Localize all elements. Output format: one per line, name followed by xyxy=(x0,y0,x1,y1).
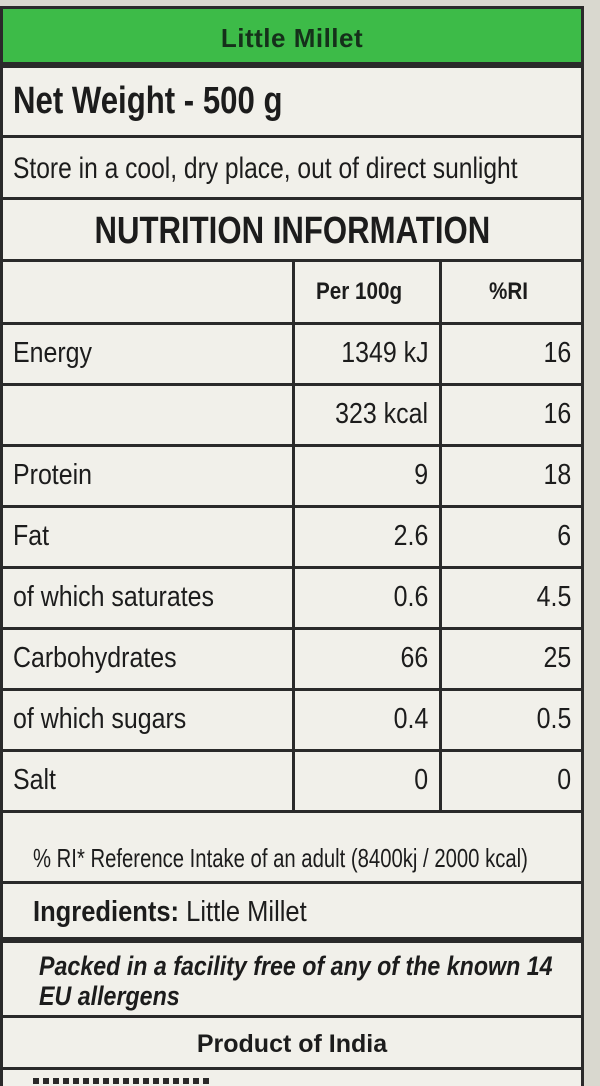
nutrition-table: Per 100g %RI Energy 1349 kJ 16 323 kcal … xyxy=(3,262,581,813)
nutrient-name: of which saturates xyxy=(3,567,295,630)
per-100g-value: 323 kcal xyxy=(293,384,442,447)
header-ri: %RI xyxy=(440,262,581,325)
allergen-note: Packed in a facility free of any of the … xyxy=(39,951,553,1011)
cut-off-text-strip xyxy=(33,1078,213,1084)
ri-value: 0.5 xyxy=(440,689,581,752)
storage-instructions: Store in a cool, dry place, out of direc… xyxy=(13,152,518,185)
table-row: of which saturates 0.6 4.5 xyxy=(3,567,581,630)
nutrient-name: Fat xyxy=(3,506,295,569)
nutrition-heading-row: NUTRITION INFORMATION xyxy=(3,200,581,262)
allergen-row: Packed in a facility free of any of the … xyxy=(3,940,581,1018)
ingredients-label: Ingredients: xyxy=(33,896,180,928)
table-row: Carbohydrates 66 25 xyxy=(3,628,581,691)
table-header-row: Per 100g %RI xyxy=(3,262,581,325)
reference-intake-footnote-row: % RI* Reference Intake of an adult (8400… xyxy=(3,831,581,884)
ri-value: 16 xyxy=(440,323,581,386)
ri-value: 0 xyxy=(440,750,581,813)
header-nutrient xyxy=(3,262,295,325)
nutrient-name: Carbohydrates xyxy=(3,628,295,691)
table-row: of which sugars 0.4 0.5 xyxy=(3,689,581,752)
header-per-100g: Per 100g xyxy=(293,262,442,325)
per-100g-value: 2.6 xyxy=(293,506,442,569)
per-100g-value: 0.6 xyxy=(293,567,442,630)
nutrient-name: of which sugars xyxy=(3,689,295,752)
storage-row: Store in a cool, dry place, out of direc… xyxy=(3,138,581,200)
ri-value: 18 xyxy=(440,445,581,508)
ri-value: 25 xyxy=(440,628,581,691)
ri-value: 4.5 xyxy=(440,567,581,630)
per-100g-value: 9 xyxy=(293,445,442,508)
nutrition-heading: NUTRITION INFORMATION xyxy=(94,210,490,252)
nutrition-label: Little Millet Net Weight - 500 g Store i… xyxy=(0,6,584,1086)
ingredients-row: Ingredients: Little Millet xyxy=(3,884,581,940)
product-title: Little Millet xyxy=(220,23,364,53)
cut-off-text-fragment xyxy=(33,1070,233,1086)
ingredients-text: Ingredients: Little Millet xyxy=(33,896,515,929)
per-100g-value: 1349 kJ xyxy=(293,323,442,386)
table-row: Salt 0 0 xyxy=(3,750,581,813)
table-row: Protein 9 18 xyxy=(3,445,581,508)
net-weight-row: Net Weight - 500 g xyxy=(3,68,581,138)
ri-value: 16 xyxy=(440,384,581,447)
origin-row: Product of India xyxy=(3,1018,581,1070)
ri-value: 6 xyxy=(440,506,581,569)
reference-intake-footnote: % RI* Reference Intake of an adult (8400… xyxy=(33,843,528,873)
per-100g-value: 0.4 xyxy=(293,689,442,752)
table-row: Energy 1349 kJ 16 xyxy=(3,323,581,386)
nutrient-name: Protein xyxy=(3,445,295,508)
product-origin: Product of India xyxy=(196,1030,388,1058)
nutrient-name: Energy xyxy=(3,323,295,386)
nutrient-name xyxy=(3,384,295,447)
table-row: Fat 2.6 6 xyxy=(3,506,581,569)
net-weight: Net Weight - 500 g xyxy=(13,80,283,122)
product-title-bar: Little Millet xyxy=(3,6,581,68)
per-100g-value: 66 xyxy=(293,628,442,691)
ingredients-value: Little Millet xyxy=(186,896,307,928)
nutrient-name: Salt xyxy=(3,750,295,813)
table-row: 323 kcal 16 xyxy=(3,384,581,447)
per-100g-value: 0 xyxy=(293,750,442,813)
